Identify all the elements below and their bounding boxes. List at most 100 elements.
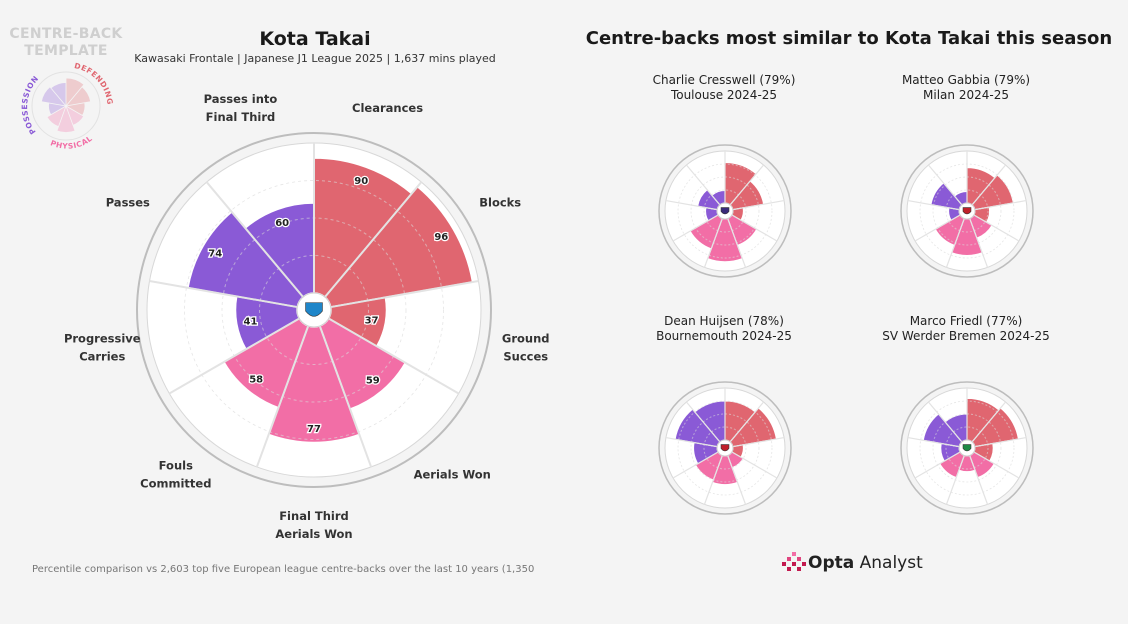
metric-label: Blocks (479, 196, 521, 210)
metric-label: Clearances (352, 101, 423, 115)
spoke-line (914, 451, 961, 479)
spoke-line (665, 199, 718, 211)
template-title: CENTRE-BACK TEMPLATE (8, 26, 124, 60)
spoke-line (729, 164, 765, 206)
comparison-label-1: Charlie Cresswell (79%) Toulouse 2024-25 (614, 73, 834, 103)
comparison-player-name: Marco Friedl (77%) (909, 314, 1023, 328)
spoke-line (685, 164, 721, 206)
comparison-chart-4 (900, 381, 1034, 515)
comparison-player-team: Milan 2024-25 (923, 88, 1009, 102)
comparison-label-2: Matteo Gabbia (79%) Milan 2024-25 (856, 73, 1076, 103)
spoke-line (927, 401, 963, 443)
spoke-line (731, 451, 778, 479)
grid-ring-shade (945, 426, 989, 470)
comparison-chart-2 (900, 144, 1034, 278)
club-crest-icon (720, 444, 730, 452)
comparison-title: Centre-backs most similar to Kota Takai … (585, 28, 1113, 49)
comparison-player-name: Dean Huijsen (78%) (664, 314, 784, 328)
template-legend-icon: POSSESSION DEFENDING PHYSICAL (20, 62, 114, 151)
outer-rim (658, 144, 792, 278)
brand-rest: Analyst (854, 553, 923, 573)
brand-bold: Opta (808, 553, 855, 573)
spoke-line (907, 199, 960, 211)
metric-label: Passes (106, 196, 150, 210)
spoke-line (914, 214, 961, 242)
footnote: Percentile comparison vs 2,603 top five … (32, 564, 535, 575)
grid-ring (932, 176, 1002, 246)
club-crest-icon (962, 444, 972, 452)
spoke-line (703, 455, 723, 505)
template-title-line1: CENTRE-BACK (9, 26, 123, 42)
spoke-line (727, 218, 747, 268)
spoke-line (330, 280, 479, 309)
spoke-line (973, 451, 1020, 479)
template-ring (31, 71, 101, 141)
grid-ring-shade (690, 176, 760, 246)
spoke-line (324, 181, 423, 298)
spoke-line (318, 325, 373, 468)
template-wedge (40, 86, 68, 107)
spoke-line (328, 317, 460, 395)
spoke-line (974, 436, 1027, 448)
grid-ring (703, 426, 747, 470)
value-label: 96 (434, 232, 448, 243)
metric-label: Fouls Committed (140, 459, 211, 491)
grid-ring-shade (690, 413, 760, 483)
grid-ring (945, 426, 989, 470)
outer-rim (900, 144, 1034, 278)
metric-label: Passes into Final Third (204, 92, 278, 124)
grid-ring (690, 413, 760, 483)
comparison-player-name: Matteo Gabbia (79%) (901, 73, 1031, 87)
spoke-line (732, 199, 785, 211)
club-crest-icon (720, 207, 730, 215)
comparison-player-team: SV Werder Bremen 2024-25 (882, 329, 1050, 343)
club-crest-icon (962, 207, 972, 215)
template-wedge (48, 102, 68, 116)
main-title: Kota Takai (259, 28, 371, 50)
template-wedge (64, 86, 92, 107)
spoke-line (907, 436, 960, 448)
grid-ring (184, 180, 444, 440)
spoke-line (703, 218, 723, 268)
metric-label: Aerials Won (414, 468, 491, 482)
outer-rim (658, 381, 792, 515)
grid-ring (259, 255, 369, 365)
spoke-line (168, 317, 300, 395)
spoke-line (971, 401, 1007, 443)
value-label: 60 (275, 218, 289, 229)
metric-label: Final Third Aerials Won (275, 509, 352, 541)
spoke-line (149, 280, 298, 309)
outer-rim (900, 381, 1034, 515)
spoke-line (729, 401, 765, 443)
spoke-line (927, 164, 963, 206)
template-title-line2: TEMPLATE (24, 43, 108, 59)
spoke-line (665, 436, 718, 448)
value-label: 58 (249, 374, 263, 385)
grid-ring (703, 189, 747, 233)
outer-rim (136, 132, 492, 488)
template-wedge (50, 82, 67, 108)
grid-ring-shade (932, 413, 1002, 483)
spoke-line (969, 455, 989, 505)
template-wedge (46, 105, 67, 128)
grid-ring (690, 176, 760, 246)
spoke-line (727, 455, 747, 505)
grid-ring-shade (932, 176, 1002, 246)
grid-ring-shade (184, 180, 444, 440)
spoke-line (969, 218, 989, 268)
value-label: 59 (366, 376, 380, 387)
spoke-line (672, 214, 719, 242)
grid-ring-shade (703, 189, 747, 233)
comparison-player-team: Bournemouth 2024-25 (656, 329, 792, 343)
value-label: 41 (244, 317, 258, 328)
grid-ring (945, 189, 989, 233)
template-wedge (65, 105, 85, 126)
spoke-line (255, 325, 310, 468)
spoke-line (731, 214, 778, 242)
spoke-line (732, 436, 785, 448)
comparison-label-4: Marco Friedl (77%) SV Werder Bremen 2024… (856, 314, 1076, 344)
spoke-line (973, 214, 1020, 242)
value-label: 74 (208, 249, 222, 260)
spoke-line (974, 199, 1027, 211)
comparison-player-name: Charlie Cresswell (79%) (652, 73, 796, 87)
